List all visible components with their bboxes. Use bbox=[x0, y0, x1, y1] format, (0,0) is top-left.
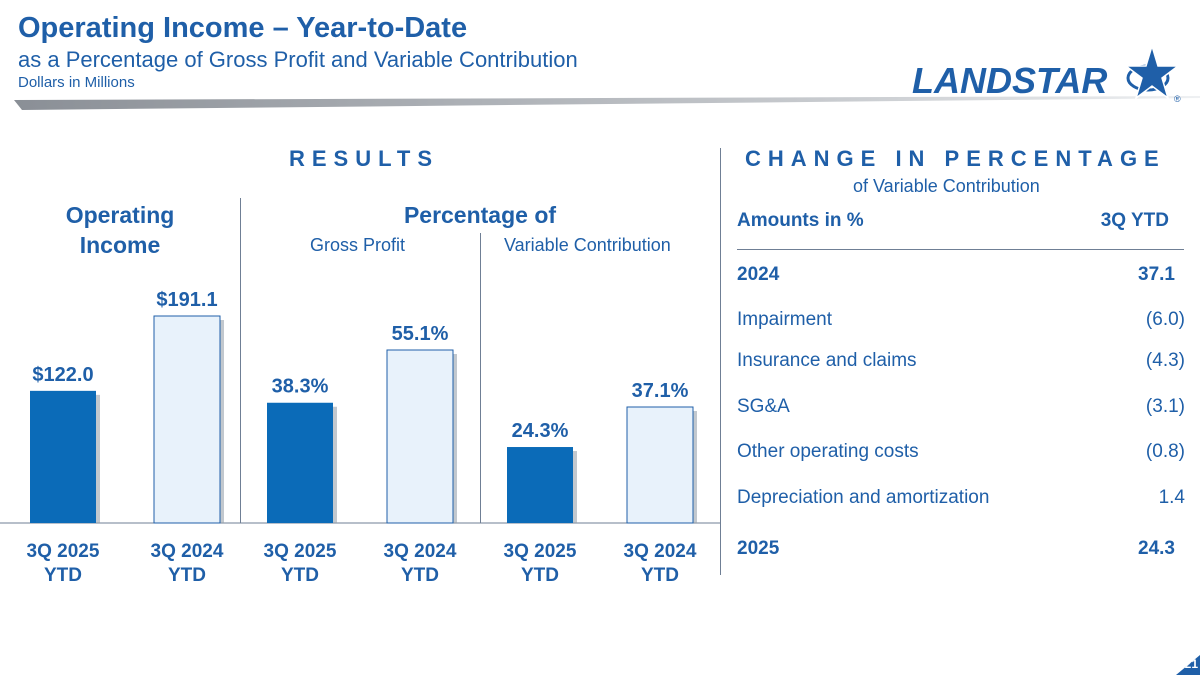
landstar-logo: LANDSTAR ® bbox=[904, 44, 1184, 106]
percentage-of-heading: Percentage of bbox=[403, 202, 557, 228]
row-label: Impairment bbox=[737, 309, 833, 330]
bar-gross-profit-1 bbox=[386, 349, 454, 524]
bar-gross-profit-0 bbox=[267, 402, 333, 523]
category-label: 3Q 2024 bbox=[624, 541, 697, 562]
change-title: CHANGE IN PERCENTAGE bbox=[745, 146, 1166, 171]
category-label-line2: YTD bbox=[521, 565, 559, 586]
col-value: 3Q YTD bbox=[1100, 210, 1169, 231]
category-label-line2: YTD bbox=[44, 565, 82, 586]
row-label: Insurance and claims bbox=[737, 350, 917, 371]
page-number: 21 bbox=[1176, 655, 1200, 675]
bar-data-label: $191.1 bbox=[156, 289, 217, 311]
row-value: 37.1 bbox=[1138, 264, 1175, 285]
header-swoosh bbox=[14, 96, 1200, 110]
category-label-line2: YTD bbox=[401, 565, 439, 586]
divider-opincome bbox=[240, 198, 241, 523]
page-title: Operating Income – Year-to-Date bbox=[18, 12, 468, 44]
category-label-line2: YTD bbox=[281, 565, 319, 586]
operating-income-heading: Operating Income bbox=[40, 200, 200, 260]
bar-variable-contribution-1 bbox=[626, 406, 694, 524]
category-label-line2: YTD bbox=[641, 565, 679, 586]
table-rule bbox=[737, 249, 1184, 250]
row-label: Depreciation and amortization bbox=[737, 487, 990, 508]
bar-variable-contribution-0 bbox=[507, 447, 573, 523]
bar-data-label: 37.1% bbox=[632, 380, 689, 402]
change-subtitle: of Variable Contribution bbox=[853, 176, 1040, 196]
units-note: Dollars in Millions bbox=[18, 74, 135, 91]
divider-results-change bbox=[720, 148, 721, 575]
bar-data-label: 38.3% bbox=[272, 376, 329, 398]
variable-contribution-label: Variable Contribution bbox=[504, 235, 671, 255]
divider-gp-vc bbox=[480, 233, 481, 523]
row-value: 24.3 bbox=[1138, 538, 1175, 559]
bar-data-label: 55.1% bbox=[392, 323, 449, 345]
row-value: (0.8) bbox=[1145, 441, 1185, 462]
bar-data-label: $122.0 bbox=[32, 364, 93, 386]
category-label: 3Q 2025 bbox=[27, 541, 100, 562]
row-value: 1.4 bbox=[1158, 487, 1185, 508]
category-label-line2: YTD bbox=[168, 565, 206, 586]
row-label: 2025 bbox=[737, 538, 780, 559]
category-label: 3Q 2024 bbox=[384, 541, 457, 562]
star-logo-icon: ® bbox=[1123, 44, 1181, 104]
category-label: 3Q 2025 bbox=[504, 541, 577, 562]
results-title: RESULTS bbox=[289, 146, 440, 171]
bar-operating-income-0 bbox=[30, 390, 96, 523]
row-value: (3.1) bbox=[1145, 396, 1185, 417]
page-subtitle: as a Percentage of Gross Profit and Vari… bbox=[18, 47, 578, 72]
col-label: Amounts in % bbox=[737, 210, 864, 231]
category-label: 3Q 2024 bbox=[151, 541, 224, 562]
gross-profit-label: Gross Profit bbox=[310, 235, 406, 255]
row-label: SG&A bbox=[737, 396, 790, 417]
row-value: (4.3) bbox=[1145, 350, 1185, 371]
registered-mark: ® bbox=[1174, 94, 1181, 104]
row-value: (6.0) bbox=[1145, 309, 1185, 330]
op-income-line1: Operating bbox=[65, 202, 175, 228]
results-bar-chart: $122.0 3Q 2025 YTD $191.1 3Q 2024 YTD 38.3% 3Q … bbox=[0, 289, 720, 586]
op-income-line2: Income bbox=[79, 232, 161, 258]
category-label: 3Q 2025 bbox=[264, 541, 337, 562]
bar-operating-income-1 bbox=[153, 315, 221, 524]
row-label: 2024 bbox=[737, 264, 780, 285]
logo-wordmark: LANDSTAR bbox=[912, 60, 1108, 101]
row-label: Other operating costs bbox=[737, 441, 919, 462]
bar-data-label: 24.3% bbox=[512, 420, 569, 442]
